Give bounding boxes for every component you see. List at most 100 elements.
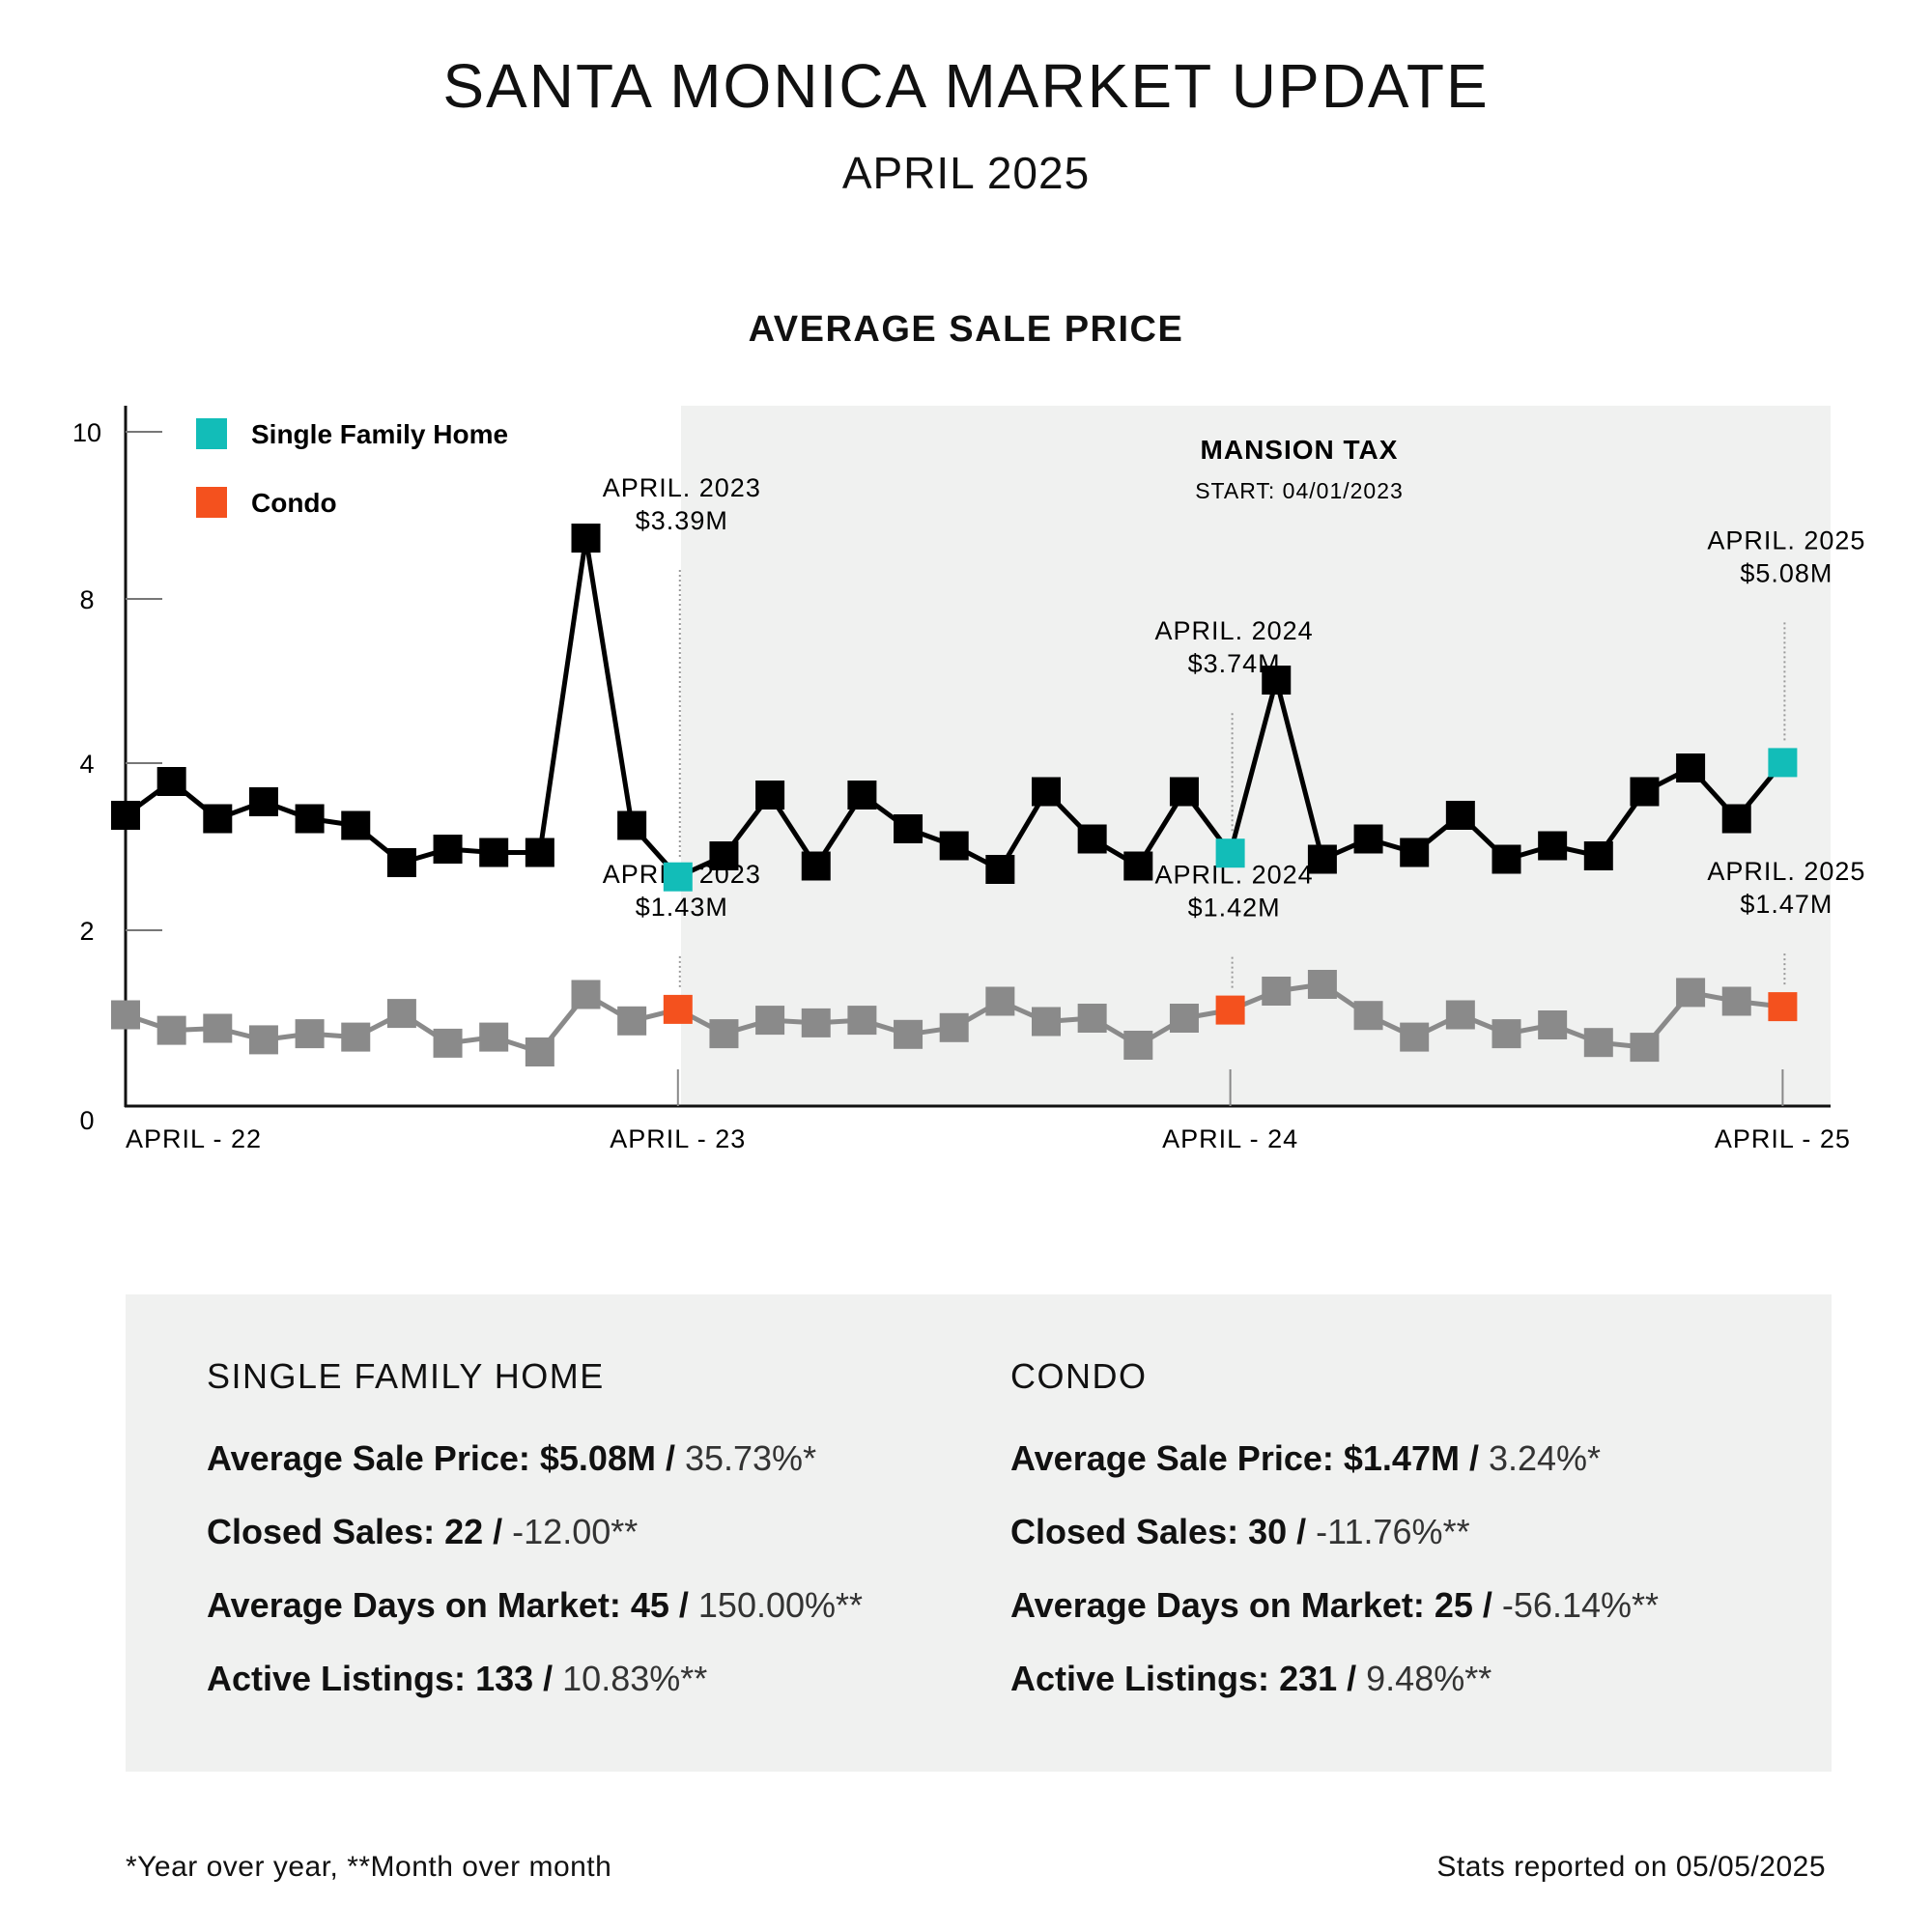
sfh-avg-sale-price: Average Sale Price: $5.08M / 35.73%* <box>207 1438 817 1478</box>
sfh-point <box>1307 844 1337 874</box>
condo-point <box>1307 970 1337 999</box>
y-tick-label: 8 <box>79 585 94 614</box>
sfh-avg-days-on-market: Average Days on Market: 45 / 150.00%** <box>207 1585 864 1625</box>
sfh-point <box>1123 851 1153 881</box>
x-tick-label: APRIL - 23 <box>610 1124 746 1153</box>
condo-closed-sales: Closed Sales: 30 / -11.76%** <box>1010 1512 1470 1551</box>
condo-point <box>156 1015 186 1045</box>
mansion-tax-start: START: 04/01/2023 <box>1195 478 1404 503</box>
condo-point <box>663 994 693 1024</box>
sfh-point <box>1400 838 1430 867</box>
condo-point <box>1169 1004 1199 1033</box>
legend-label: Condo <box>251 488 337 518</box>
report-date: Stats reported on 05/05/2025 <box>1436 1851 1826 1883</box>
condo-point <box>479 1022 509 1052</box>
sfh-point <box>1721 804 1751 834</box>
sfh-point <box>156 767 186 796</box>
condo-point <box>525 1037 554 1066</box>
condo-point <box>1630 1033 1660 1063</box>
sfh-point <box>1077 824 1107 854</box>
sfh-point <box>894 814 923 843</box>
sfh-point <box>1630 777 1660 807</box>
sfh-point <box>295 804 325 834</box>
sfh-point <box>801 851 831 881</box>
condo-point <box>1583 1028 1613 1058</box>
condo-point <box>433 1028 463 1058</box>
y-tick-label: 2 <box>79 917 94 946</box>
condo-active-listings: Active Listings: 231 / 9.48%** <box>1010 1659 1492 1698</box>
callout-value: $1.43M <box>636 893 728 922</box>
legend-label: Single Family Home <box>251 419 508 449</box>
sfh-closed-sales: Closed Sales: 22 / -12.00** <box>207 1512 639 1551</box>
condo-point <box>755 1006 785 1036</box>
condo-point <box>894 1019 923 1049</box>
sfh-point <box>525 838 554 867</box>
sfh-point <box>1169 777 1199 807</box>
condo-point <box>985 986 1015 1016</box>
condo-point <box>1215 995 1245 1025</box>
condo-point <box>571 980 601 1009</box>
condo-point <box>1262 977 1292 1006</box>
condo-point <box>1492 1019 1521 1049</box>
y-tick-label: 4 <box>79 750 94 779</box>
page-subtitle: APRIL 2025 <box>841 148 1091 198</box>
callout-value: $3.39M <box>636 506 728 535</box>
sfh-point <box>1032 777 1061 807</box>
y-tick-label: 10 <box>72 418 101 447</box>
sfh-point <box>203 804 233 834</box>
callout-date: APRIL. 2025 <box>1707 857 1865 886</box>
condo-point <box>1032 1007 1061 1037</box>
condo-point <box>386 999 416 1029</box>
sfh-point <box>617 810 647 840</box>
sfh-point <box>479 838 509 867</box>
condo-point <box>939 1012 969 1042</box>
sfh-point <box>1492 844 1521 874</box>
sfh-point <box>1215 838 1245 868</box>
sfh-point <box>1353 824 1383 854</box>
condo-point <box>1123 1031 1153 1060</box>
average-sale-price-chart: MANSION TAX START: 04/01/2023 0 2 4 8 10 APRIL… <box>72 406 1865 1153</box>
condo-point <box>1353 1001 1383 1031</box>
condo-point <box>1676 978 1706 1008</box>
condo-point <box>295 1019 325 1049</box>
stats-panel: SINGLE FAMILY HOME Average Sale Price: $… <box>126 1294 1832 1772</box>
condo-point <box>248 1025 278 1055</box>
sfh-point <box>663 862 693 892</box>
legend-swatch <box>196 487 227 518</box>
sfh-stats: SINGLE FAMILY HOME Average Sale Price: $… <box>207 1356 1009 1733</box>
callout-date: APRIL. 2024 <box>1155 616 1314 645</box>
sfh-point <box>939 831 969 861</box>
condo-point <box>1077 1004 1107 1033</box>
sfh-point <box>111 801 140 830</box>
sfh-point <box>571 524 601 553</box>
sfh-point <box>1262 666 1292 695</box>
sfh-point <box>709 841 739 870</box>
callout-date: APRIL. 2023 <box>603 473 761 502</box>
condo-point <box>801 1008 831 1037</box>
condo-point <box>847 1006 877 1036</box>
x-tick-label: APRIL - 25 <box>1715 1124 1851 1153</box>
sfh-point <box>433 835 463 864</box>
sfh-point <box>341 810 371 840</box>
condo-point <box>341 1022 371 1052</box>
condo-point <box>1445 1000 1475 1030</box>
condo-point <box>1538 1010 1568 1039</box>
condo-point <box>1721 986 1751 1016</box>
condo-point <box>1400 1022 1430 1052</box>
sfh-point <box>1768 748 1798 778</box>
condo-point <box>617 1006 647 1036</box>
footnote: *Year over year, **Month over month <box>126 1851 612 1883</box>
condo-stats: CONDO Average Sale Price: $1.47M / 3.24%… <box>1010 1356 1812 1733</box>
condo-point <box>1768 992 1798 1022</box>
legend-swatch <box>196 418 227 449</box>
sfh-point <box>1676 753 1706 782</box>
condo-point <box>203 1013 233 1043</box>
sfh-heading: SINGLE FAMILY HOME <box>207 1356 605 1396</box>
callout-value: $1.47M <box>1740 890 1833 919</box>
condo-avg-sale-price: Average Sale Price: $1.47M / 3.24%* <box>1010 1438 1602 1478</box>
condo-avg-days-on-market: Average Days on Market: 25 / -56.14%** <box>1010 1585 1660 1625</box>
sfh-point <box>847 781 877 810</box>
mansion-tax-title: MANSION TAX <box>1201 435 1399 465</box>
sfh-point <box>1538 831 1568 861</box>
sfh-point <box>386 848 416 877</box>
